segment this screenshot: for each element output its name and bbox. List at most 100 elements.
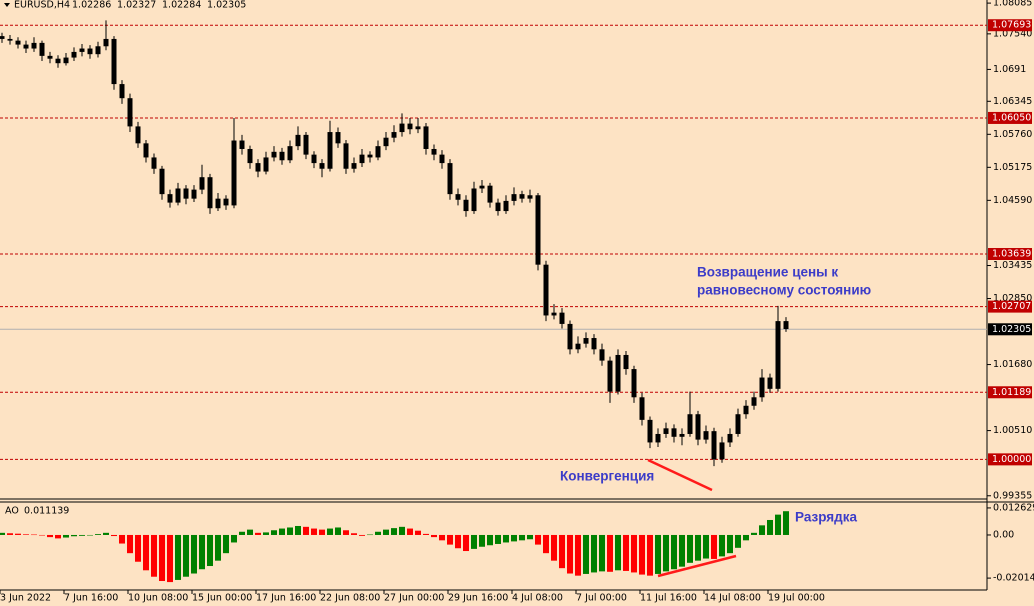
- ao-bar: [95, 534, 101, 535]
- candle-body: [551, 312, 557, 316]
- ao-bar: [735, 534, 741, 548]
- divergence-line: [647, 458, 713, 492]
- level-label: 1.00000: [992, 454, 1031, 465]
- x-tick-label: 14 Jul 08:00: [704, 593, 761, 604]
- candle-body: [0, 36, 5, 39]
- ao-bar: [111, 534, 117, 537]
- candle-body: [519, 194, 525, 199]
- candle-body: [783, 321, 789, 330]
- candle-body: [287, 146, 293, 161]
- ao-bar: [519, 534, 525, 541]
- candle-body: [495, 202, 501, 212]
- ao-bar: [695, 534, 701, 561]
- candle-body: [295, 134, 301, 147]
- ao-bar: [423, 533, 429, 535]
- ao-bar: [391, 528, 397, 535]
- ao-bar: [319, 529, 325, 535]
- candle-body: [183, 188, 189, 199]
- candle-body: [471, 188, 477, 212]
- candle-body: [215, 198, 221, 209]
- ao-bar: [479, 534, 485, 547]
- y-tick-label: 1.02850: [993, 293, 1032, 304]
- ao-bar: [359, 534, 365, 536]
- candle-body: [143, 143, 149, 158]
- candle-body: [575, 343, 581, 350]
- annotation: Разрядка: [795, 510, 857, 525]
- candle-body: [735, 414, 741, 434]
- indicator-value: 0.011139: [24, 506, 69, 517]
- annotation: равновесному состоянию: [697, 283, 871, 298]
- ao-bar: [751, 532, 757, 535]
- candle-body: [663, 428, 669, 434]
- candle-body: [103, 38, 109, 47]
- level-label: 1.07693: [992, 20, 1031, 31]
- ao-bar: [15, 533, 21, 535]
- y-tick-label: -0.020141: [993, 573, 1034, 584]
- ao-bar: [567, 534, 573, 574]
- header-value: 1.02286: [72, 0, 111, 11]
- candle-body: [79, 48, 85, 52]
- ao-bar: [279, 528, 285, 535]
- ao-bar: [599, 534, 605, 572]
- current-price-box: [988, 323, 1032, 336]
- candle-body: [703, 431, 709, 440]
- ao-bar: [551, 534, 557, 561]
- symbol: EURUSD,H4: [14, 0, 70, 11]
- candle-body: [591, 338, 597, 350]
- y-tick-label: 1.08085: [993, 0, 1032, 9]
- ao-bar: [663, 534, 669, 572]
- ao-bar: [135, 534, 141, 562]
- ao-bar: [463, 534, 469, 552]
- ao-bar: [351, 533, 357, 535]
- ao-bar: [143, 534, 149, 571]
- candle-body: [463, 199, 469, 212]
- candle-body: [767, 377, 773, 389]
- dropdown-icon[interactable]: [4, 3, 10, 7]
- level-label-box: [988, 300, 1032, 313]
- candle-body: [447, 163, 453, 195]
- candle-body: [71, 51, 77, 58]
- ao-bar: [783, 511, 789, 535]
- candle-body: [335, 132, 341, 144]
- ao-bar: [727, 534, 733, 554]
- candle-body: [239, 140, 245, 149]
- ao-bar: [7, 533, 13, 535]
- ao-bar: [503, 534, 509, 543]
- ao-bar: [151, 534, 157, 577]
- candle-body: [47, 55, 53, 59]
- candle-body: [455, 194, 461, 200]
- ao-bar: [623, 534, 629, 571]
- candle-body: [319, 163, 325, 169]
- candle-body: [751, 397, 757, 406]
- candle-body: [127, 98, 133, 127]
- candle-body: [695, 414, 701, 440]
- ao-bar: [199, 534, 205, 570]
- ao-bar: [399, 526, 405, 535]
- candle-body: [7, 38, 13, 41]
- y-tick-label: 1.00510: [993, 425, 1032, 436]
- ao-bar: [383, 529, 389, 535]
- ao-bar: [215, 534, 221, 561]
- ao-bar: [711, 534, 717, 559]
- candle-body: [167, 194, 173, 203]
- ao-bar: [63, 534, 69, 538]
- candle-body: [503, 200, 509, 212]
- ao-bar: [87, 534, 93, 536]
- x-tick-label: 7 Jul 00:00: [576, 593, 627, 604]
- ao-bar: [287, 527, 293, 535]
- header-value: 1.02305: [207, 0, 246, 11]
- candle-body: [655, 433, 661, 443]
- ao-bar: [687, 534, 693, 563]
- candle-body: [679, 433, 685, 437]
- y-tick-label: 0.99355: [993, 490, 1032, 501]
- candle-body: [15, 40, 21, 45]
- ao-bar: [543, 534, 549, 554]
- level-label-box: [988, 248, 1032, 261]
- ao-bar: [471, 534, 477, 549]
- candle-body: [311, 154, 317, 164]
- candle-body: [247, 148, 253, 164]
- ao-bar: [759, 525, 765, 535]
- candle-body: [207, 177, 213, 209]
